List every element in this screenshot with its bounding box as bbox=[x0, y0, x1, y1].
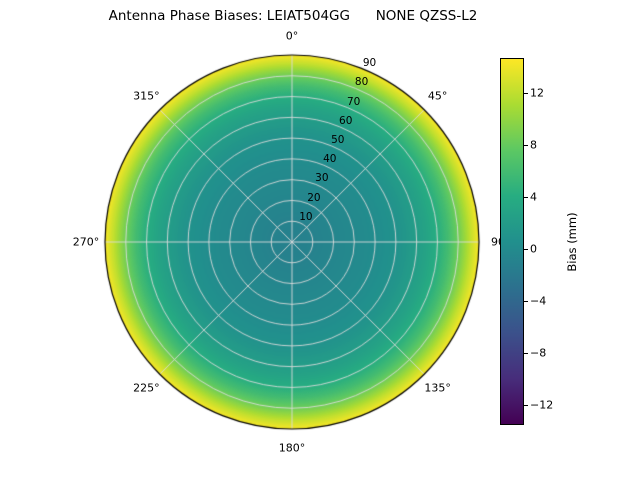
colorbar-gradient bbox=[500, 58, 524, 425]
colorbar-label: Bias (mm) bbox=[565, 212, 579, 272]
